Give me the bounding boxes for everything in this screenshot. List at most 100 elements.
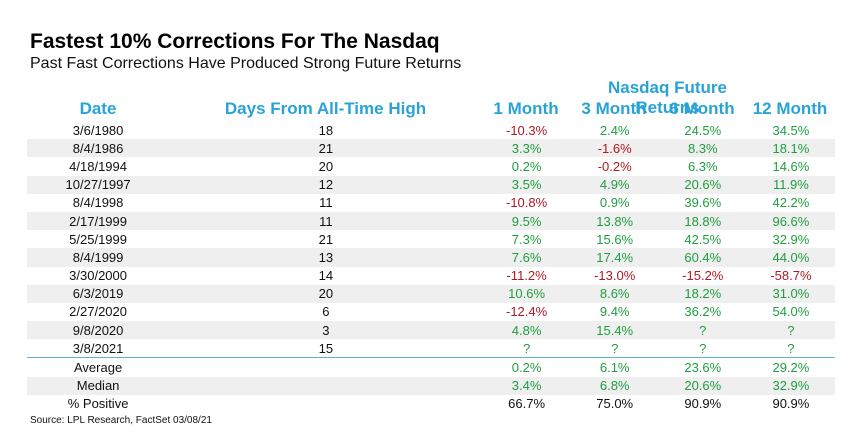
- return-cell-m12: 31.0%: [746, 284, 835, 303]
- return-cell-m1: -10.8%: [505, 195, 548, 211]
- column-header-12-month: 12 Month: [752, 99, 828, 118]
- return-cell-m1: -10.3%: [505, 122, 548, 138]
- return-cell-m12: 14.6%: [772, 158, 810, 174]
- date-cell: 8/4/1986: [27, 139, 170, 158]
- return-cell-m6: 42.5%: [684, 231, 722, 247]
- summary-label: % Positive: [67, 396, 129, 412]
- date-cell: 8/4/1998: [72, 195, 124, 211]
- table-row: 3/8/2021 15????: [27, 339, 835, 358]
- column-header-days: Days From All-Time High: [224, 99, 427, 118]
- group-header: Nasdaq Future Returns: [607, 78, 728, 117]
- summary-cell-m6: 23.6%: [658, 357, 747, 377]
- return-cell-m12: 42.2%: [772, 195, 810, 211]
- return-cell-m3: 0.9%: [599, 195, 630, 211]
- days-cell: 12: [169, 175, 483, 194]
- return-cell-m12: 96.6%: [746, 211, 835, 231]
- date-cell: 4/18/1994: [69, 158, 127, 174]
- return-cell-m3: -0.2%: [597, 158, 632, 174]
- column-header-1-month: 1 Month: [493, 99, 559, 118]
- date-cell: 5/25/1999: [69, 231, 127, 247]
- days-cell: 3: [169, 321, 483, 340]
- return-cell-m6: ?: [699, 340, 707, 356]
- date-cell: 6/3/2019: [27, 284, 170, 303]
- page-title: Fastest 10% Corrections For The Nasdaq: [30, 30, 440, 53]
- return-cell-m3: 15.4%: [570, 321, 659, 340]
- return-cell-m6: 39.6%: [684, 195, 722, 211]
- table-row: 8/4/1986 21 3.3% -1.6% 8.3% 18.1%: [27, 139, 835, 158]
- return-cell-m12: ?: [746, 321, 835, 340]
- return-cell-m12: 44.0%: [746, 248, 835, 267]
- date-cell: 9/8/2020: [27, 321, 170, 340]
- days-cell: 18: [318, 122, 334, 138]
- days-cell: 11: [319, 195, 333, 211]
- return-cell-m1: 10.6%: [482, 284, 571, 303]
- return-cell-m6: 60.4%: [658, 248, 747, 267]
- return-cell-m1: 7.6%: [482, 248, 571, 267]
- empty-cell: [169, 357, 483, 377]
- column-header-6-month: 6 Month: [669, 99, 735, 118]
- date-cell: 2/27/2020: [69, 304, 127, 320]
- days-cell: 6: [322, 304, 330, 320]
- return-cell-m1: ?: [522, 340, 531, 356]
- return-cell-m1: 4.8%: [482, 321, 571, 340]
- empty-cell: [169, 395, 482, 413]
- return-cell-m12: 18.1%: [746, 139, 835, 158]
- return-cell-m12: -58.7%: [770, 268, 812, 284]
- return-cell-m6: 24.5%: [684, 122, 722, 138]
- return-cell-m1: 9.5%: [482, 211, 571, 231]
- table-row: 3/30/2000 14 -11.2% -13.0% -15.2% -58.7%: [27, 267, 835, 285]
- summary-cell-m12: 29.2%: [746, 357, 835, 377]
- summary-cell-m12: 32.9%: [746, 376, 835, 395]
- return-cell-m6: -15.2%: [682, 268, 724, 284]
- return-cell-m1: -11.2%: [506, 268, 547, 284]
- page-subtitle: Past Fast Corrections Have Produced Stro…: [30, 55, 462, 72]
- summary-cell-m1: 3.4%: [482, 376, 571, 395]
- return-cell-m6: ?: [658, 321, 747, 340]
- summary-cell-m1: 66.7%: [508, 396, 546, 412]
- return-cell-m3: 15.6%: [596, 231, 634, 247]
- empty-cell: [169, 376, 483, 395]
- table-row: 9/8/2020 3 4.8% 15.4%??: [27, 321, 835, 340]
- returns-table: 3/6/1980 18 -10.3% 2.4% 24.5% 34.5% 8/4/1986 21…: [27, 121, 835, 413]
- summary-cell-m12: 90.9%: [772, 396, 810, 412]
- days-cell: 13: [169, 248, 483, 267]
- table-row: 10/27/1997 12 3.5% 4.9% 20.6% 11.9%: [27, 175, 835, 194]
- return-cell-m1: 3.3%: [482, 139, 571, 158]
- column-header-3-month: 3 Month: [581, 99, 647, 118]
- return-cell-m12: 32.9%: [772, 231, 810, 247]
- summary-cell-m6: 90.9%: [684, 396, 722, 412]
- return-cell-m6: 8.3%: [658, 139, 747, 158]
- return-cell-m6: 18.2%: [658, 284, 747, 303]
- summary-label: Median: [27, 376, 170, 395]
- summary-cell-m3: 6.1%: [570, 357, 659, 377]
- column-header-date: Date: [79, 99, 117, 118]
- summary-cell-m3: 6.8%: [570, 376, 659, 395]
- summary-row: Average 0.2% 6.1% 23.6% 29.2%: [27, 357, 835, 377]
- table-row: 8/4/1999 13 7.6% 17.4% 60.4% 44.0%: [27, 248, 835, 267]
- return-cell-m6: 18.8%: [658, 211, 747, 231]
- days-cell: 20: [318, 158, 334, 174]
- days-cell: 20: [169, 284, 483, 303]
- return-cell-m3: 8.6%: [570, 284, 659, 303]
- table-row: 8/4/1998 11 -10.8% 0.9% 39.6% 42.2%: [27, 194, 835, 212]
- table-row: 2/17/1999 11 9.5% 13.8% 18.8% 96.6%: [27, 211, 835, 231]
- return-cell-m3: -13.0%: [594, 268, 636, 284]
- return-cell-m12: ?: [787, 340, 795, 356]
- days-cell: 21: [169, 139, 483, 158]
- date-cell: 3/30/2000: [69, 268, 127, 284]
- date-cell: 10/27/1997: [27, 175, 170, 194]
- source-note: Source: LPL Research, FactSet 03/08/21: [30, 415, 212, 426]
- summary-cell-m1: 0.2%: [482, 357, 571, 377]
- return-cell-m3: -1.6%: [570, 139, 659, 158]
- return-cell-m12: 54.0%: [772, 304, 810, 320]
- return-cell-m6: 6.3%: [687, 158, 718, 174]
- date-cell: 3/6/1980: [72, 122, 124, 138]
- summary-row: % Positive 66.7% 75.0% 90.9% 90.9%: [27, 395, 835, 413]
- table-row: 3/6/1980 18 -10.3% 2.4% 24.5% 34.5%: [27, 121, 835, 139]
- days-cell: 14: [318, 268, 334, 284]
- return-cell-m12: 11.9%: [746, 175, 835, 194]
- return-cell-m3: 2.4%: [599, 122, 630, 138]
- days-cell: 21: [318, 231, 334, 247]
- return-cell-m3: 9.4%: [599, 304, 630, 320]
- return-cell-m1: 7.3%: [511, 231, 542, 247]
